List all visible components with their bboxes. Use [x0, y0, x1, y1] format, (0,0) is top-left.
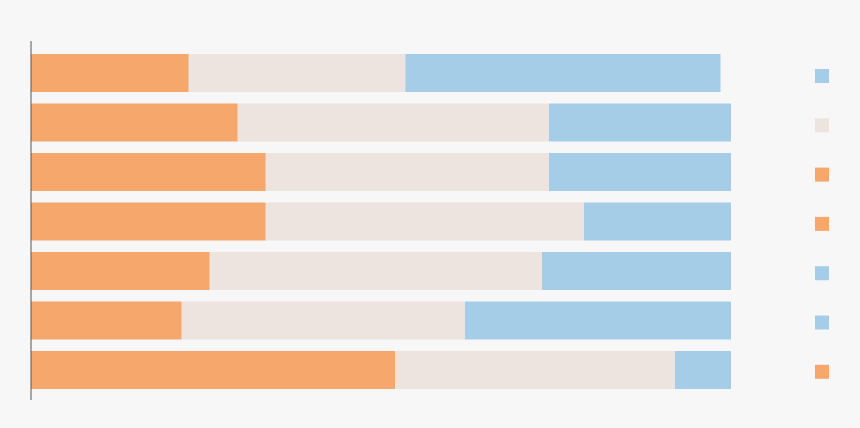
bar-row-5-segment-3 — [542, 252, 731, 290]
bar-row-6-segment-1 — [31, 301, 182, 340]
bar-row-7-segment-1 — [31, 351, 395, 389]
legend — [815, 69, 829, 379]
bar-row-5-segment-1 — [31, 252, 210, 290]
bar-row-5-segment-2 — [209, 252, 542, 290]
bar-row-1-segment-3 — [405, 54, 721, 92]
bar-row-4-segment-2 — [265, 202, 584, 241]
legend-swatch-7 — [815, 364, 829, 379]
legend-swatch-3 — [815, 167, 829, 182]
bar-row-2-segment-2 — [237, 103, 549, 142]
bar-row-2-segment-3 — [549, 103, 731, 142]
legend-swatch-6 — [815, 315, 829, 330]
bar-row-4-segment-1 — [31, 202, 266, 241]
bar-row-1-segment-1 — [31, 54, 189, 92]
bars-group — [31, 54, 731, 389]
legend-swatch-2 — [815, 118, 829, 133]
legend-swatch-4 — [815, 216, 829, 231]
bar-row-3-segment-3 — [549, 153, 731, 191]
bar-row-1-segment-2 — [188, 54, 406, 92]
bar-row-3-segment-2 — [265, 153, 549, 191]
bar-row-6-segment-2 — [181, 301, 465, 340]
bar-row-3-segment-1 — [31, 153, 266, 191]
bar-row-7-segment-3 — [675, 351, 731, 389]
bar-row-6-segment-3 — [465, 301, 731, 340]
legend-swatch-1 — [815, 69, 829, 83]
legend-swatch-5 — [815, 266, 829, 281]
bar-row-7-segment-2 — [395, 351, 675, 389]
bar-row-2-segment-1 — [31, 103, 238, 142]
bar-row-4-segment-3 — [584, 202, 731, 241]
